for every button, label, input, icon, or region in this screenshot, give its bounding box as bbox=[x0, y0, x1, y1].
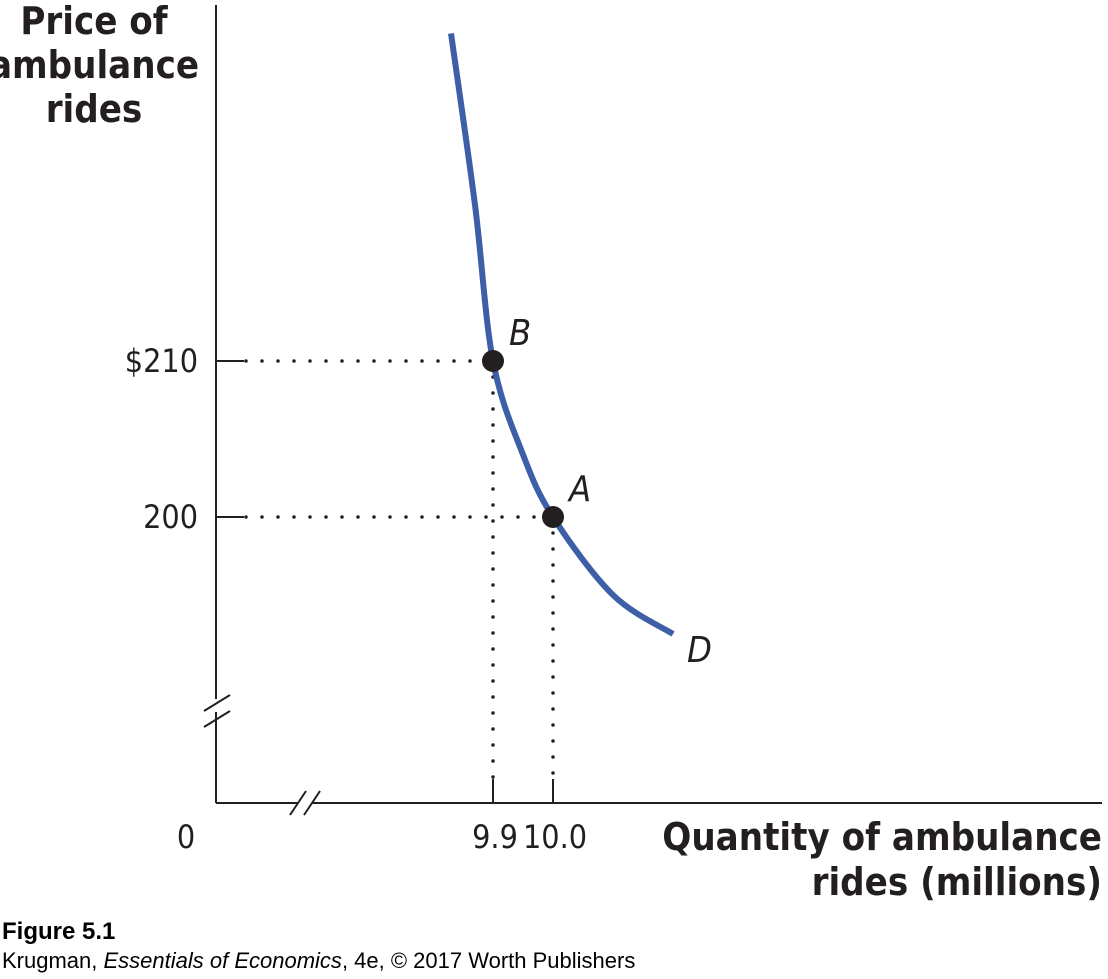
y-axis-break-mark bbox=[203, 694, 231, 712]
curves bbox=[448, 32, 675, 637]
dotted-guides bbox=[244, 359, 555, 780]
point-label-B: B bbox=[509, 313, 531, 354]
y-tick-label: $210 bbox=[125, 342, 198, 380]
x-tick-label: 9.9 bbox=[472, 818, 518, 856]
x-axis-title: Quantity of ambulance bbox=[662, 815, 1102, 859]
demand-curve-D bbox=[448, 32, 675, 637]
point-A bbox=[542, 506, 564, 528]
x-axis-break-mark bbox=[289, 790, 307, 816]
figure-label: Figure 5.1 bbox=[2, 918, 116, 945]
axes: $210 200 9.9 10.0 0 bbox=[125, 5, 1102, 856]
marked-points bbox=[482, 350, 564, 528]
y-axis-title: Price of bbox=[20, 0, 168, 43]
x-axis-title: rides (millions) bbox=[812, 860, 1102, 904]
figure-source: Krugman, Essentials of Economics, 4e, © … bbox=[2, 948, 635, 974]
source-suffix: , 4e, © 2017 Worth Publishers bbox=[341, 948, 636, 973]
source-prefix: Krugman, bbox=[2, 948, 104, 973]
origin-label: 0 bbox=[177, 818, 195, 856]
x-tick-label: 10.0 bbox=[523, 818, 587, 856]
point-label-A: A bbox=[567, 469, 591, 510]
y-axis-title: ambulance bbox=[0, 43, 199, 87]
y-axis-title: rides bbox=[46, 87, 143, 131]
x-axis-break-mark bbox=[303, 790, 321, 816]
series-label-D: D bbox=[687, 630, 712, 671]
y-tick-label: 200 bbox=[143, 498, 198, 536]
y-axis-break-mark bbox=[203, 710, 231, 728]
point-B bbox=[482, 350, 504, 372]
source-title: Essentials of Economics bbox=[103, 948, 342, 973]
